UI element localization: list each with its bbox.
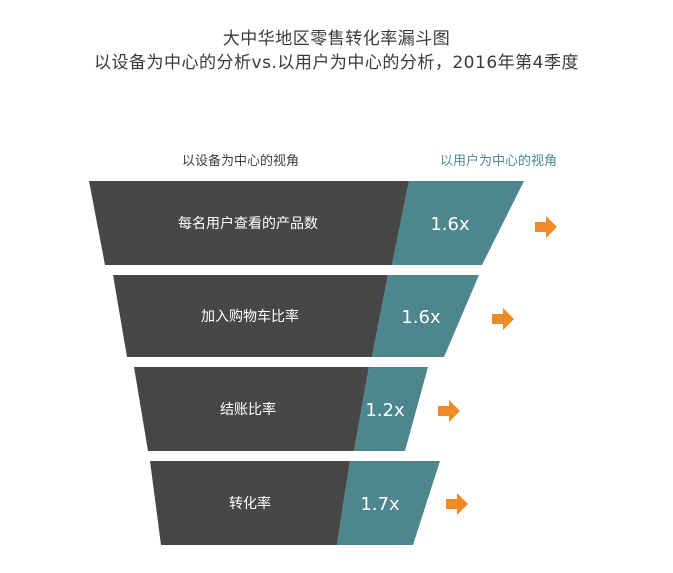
funnel-stage-1: 每名用户查看的产品数 1.6x — [89, 181, 557, 265]
stage-4-label: 转化率 — [229, 495, 271, 512]
stage-4-device-band — [150, 461, 350, 545]
stage-1-user-band — [392, 181, 524, 265]
stage-4-value: 1.7x — [360, 494, 400, 515]
stage-2-value: 1.6x — [401, 307, 441, 328]
stage-3-label: 结账比率 — [220, 401, 276, 418]
stage-2-label: 加入购物车比率 — [201, 308, 299, 325]
stage-3-value: 1.2x — [365, 400, 405, 421]
arrow-right-icon — [438, 400, 460, 422]
stage-1-value: 1.6x — [430, 214, 470, 235]
funnel-stage-4: 转化率 1.7x — [150, 461, 468, 545]
arrow-right-icon — [492, 308, 514, 330]
arrow-right-icon — [446, 493, 468, 515]
stage-2-device-band — [113, 275, 388, 357]
stage-1-label: 每名用户查看的产品数 — [178, 215, 318, 232]
funnel-stage-3: 结账比率 1.2x — [134, 367, 460, 451]
stage-3-device-band — [134, 367, 369, 451]
stage-2-user-band — [372, 275, 479, 357]
stage-1-device-band — [89, 181, 409, 265]
header-user-view: 以用户为中心的视角 — [440, 154, 558, 169]
stage-4-user-band — [337, 461, 440, 545]
header-device-view: 以设备为中心的视角 — [182, 154, 300, 169]
stage-3-user-band — [354, 367, 428, 451]
diagram-subtitle: 以设备为中心的分析vs.以用户为中心的分析，2016年第4季度 — [94, 53, 579, 73]
diagram-title: 大中华地区零售转化率漏斗图 — [222, 29, 451, 49]
arrow-right-icon — [535, 216, 557, 238]
funnel-stage-2: 加入购物车比率 1.6x — [113, 275, 514, 357]
